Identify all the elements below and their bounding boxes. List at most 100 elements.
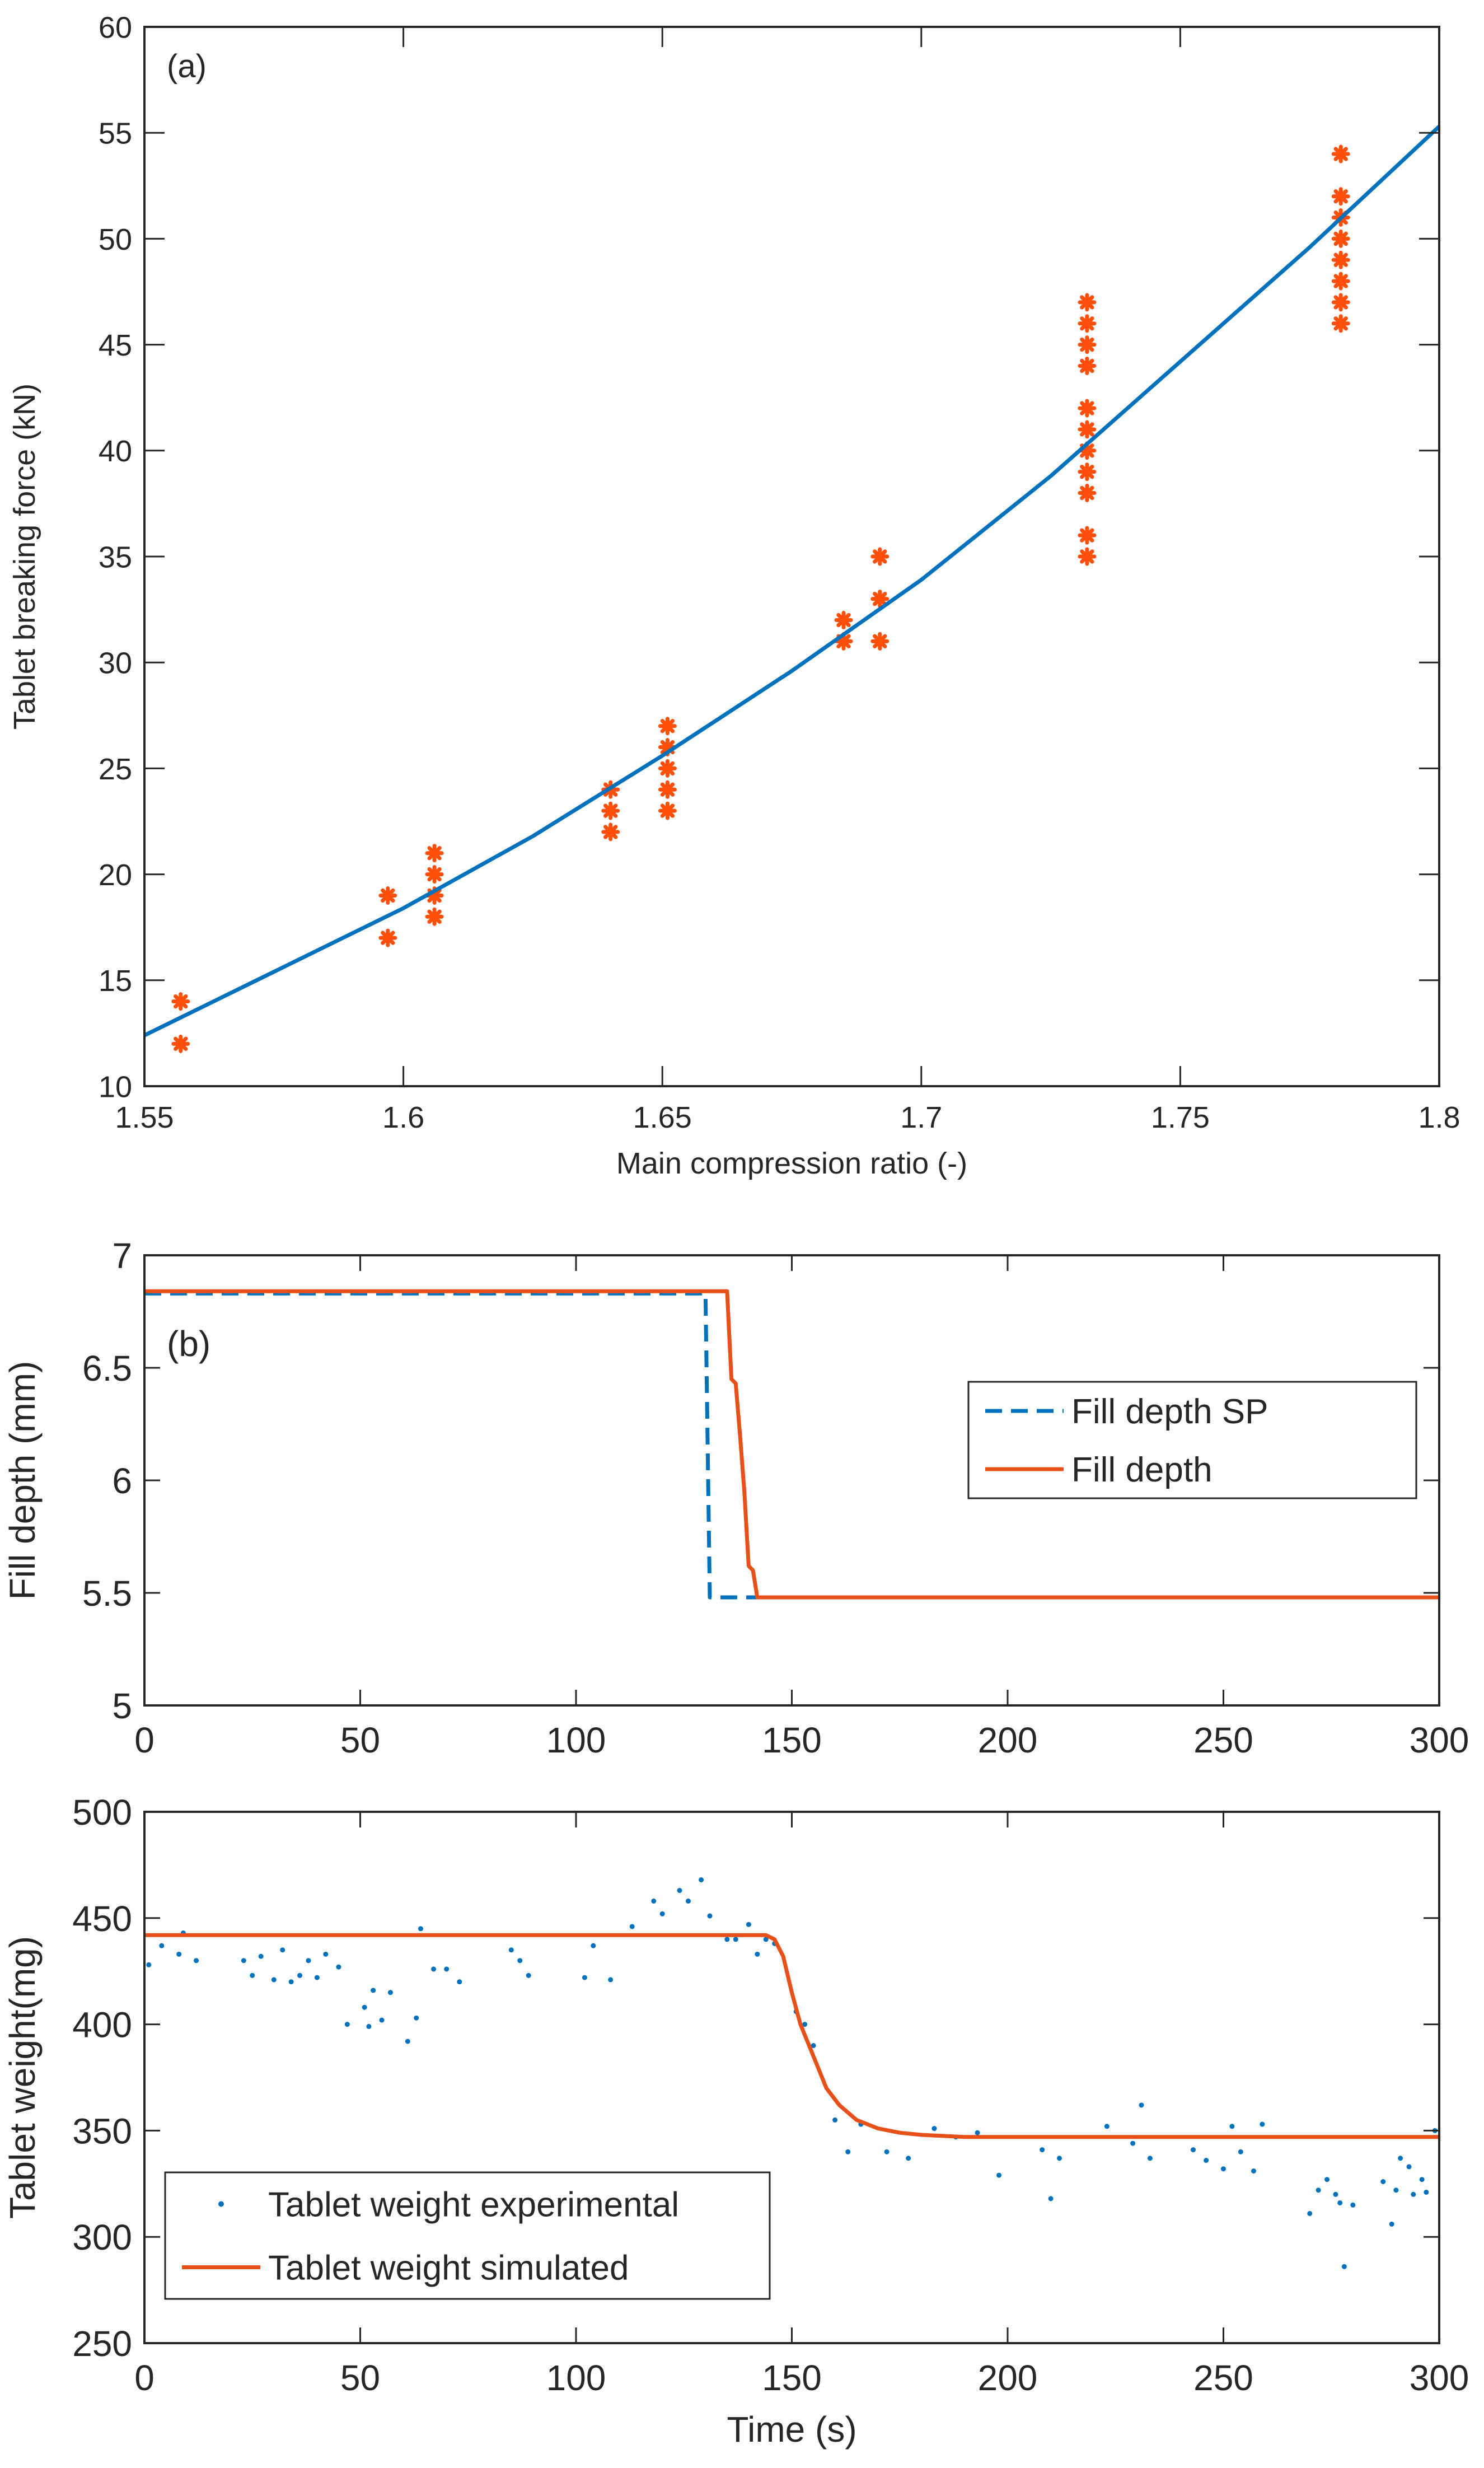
data-point xyxy=(241,1958,246,1964)
y-tick-label: 400 xyxy=(72,2005,132,2045)
data-point xyxy=(405,2039,410,2044)
data-point xyxy=(1398,2156,1403,2161)
x-tick-label: 200 xyxy=(978,2358,1038,2398)
x-tick-label: 1.8 xyxy=(1418,1101,1460,1134)
data-point xyxy=(659,1911,665,1917)
data-point xyxy=(1331,314,1350,333)
data-point xyxy=(1040,2147,1045,2153)
data-point xyxy=(763,1937,769,1942)
data-point xyxy=(601,801,620,820)
data-point xyxy=(418,1926,423,1932)
x-tick-label: 1.6 xyxy=(382,1101,424,1134)
data-point xyxy=(387,1990,393,1995)
data-point xyxy=(870,590,890,609)
data-point xyxy=(906,2156,911,2161)
data-point xyxy=(457,1979,462,1985)
x-tick-label: 250 xyxy=(1193,1720,1253,1760)
y-tick-label: 55 xyxy=(99,117,132,151)
data-layer xyxy=(144,1877,1439,2269)
data-point xyxy=(582,1975,587,1980)
data-point xyxy=(685,1898,691,1904)
data-point xyxy=(288,1979,294,1985)
data-point xyxy=(1316,2187,1321,2193)
plot-area xyxy=(144,27,1439,1086)
y-tick-label: 15 xyxy=(99,964,132,998)
x-tick-label: 50 xyxy=(340,2358,380,2398)
data-point xyxy=(1406,2164,1412,2170)
x-tick-label: 1.7 xyxy=(900,1101,942,1134)
data-point xyxy=(1057,2156,1062,2161)
data-point xyxy=(1104,2124,1110,2129)
data-point xyxy=(1331,144,1350,163)
legend-box xyxy=(164,2171,771,2300)
legend-label: Tablet weight experimental xyxy=(268,2186,679,2224)
y-tick-label: 7 xyxy=(112,1236,132,1276)
data-point xyxy=(884,2149,890,2154)
x-tick-label: 1.65 xyxy=(633,1101,692,1134)
data-point xyxy=(1078,314,1097,333)
data-point xyxy=(651,1898,657,1904)
data-point xyxy=(414,2015,419,2021)
data-point xyxy=(931,2126,937,2132)
data-point xyxy=(362,2004,367,2010)
data-point xyxy=(1389,2221,1394,2227)
legend: Tablet weight experimental Tablet weight … xyxy=(164,2171,771,2300)
data-point xyxy=(755,1951,760,1957)
y-tick-label: 250 xyxy=(72,2324,132,2364)
data-point xyxy=(1078,420,1097,439)
data-point xyxy=(1078,526,1097,545)
data-point xyxy=(1147,2156,1153,2161)
data-point xyxy=(975,2130,980,2135)
data-point xyxy=(1331,229,1350,248)
data-point xyxy=(1191,2147,1196,2153)
x-tick-label: 200 xyxy=(978,1720,1038,1760)
data-point xyxy=(1341,2264,1347,2269)
data-point xyxy=(250,1972,255,1978)
series-line-tablet-weight-simulated xyxy=(144,1933,1439,2139)
data-point xyxy=(1331,272,1350,291)
chart-a: 1.55 1.6 1.65 1.7 1.75 1.8 10 15 20 25 30 35 40 45 50 5… xyxy=(8,11,1460,1180)
data-point xyxy=(526,1972,531,1978)
data-point xyxy=(378,886,397,905)
y-tick-label: 25 xyxy=(99,752,132,786)
data-point xyxy=(1331,293,1350,312)
y-tick-label: 20 xyxy=(99,858,132,892)
data-point xyxy=(508,1947,514,1953)
data-point xyxy=(371,1988,376,1993)
data-point xyxy=(832,2117,838,2123)
data-point xyxy=(1078,462,1097,482)
data-point xyxy=(658,780,677,799)
data-point xyxy=(336,1964,341,1970)
x-tick-label: 1.75 xyxy=(1151,1101,1210,1134)
legend: Fill depth SP Fill depth xyxy=(967,1381,1417,1499)
data-point xyxy=(1048,2196,1054,2201)
data-point xyxy=(699,1877,704,1882)
data-point xyxy=(1078,399,1097,418)
data-layer xyxy=(144,1289,1439,1600)
data-point xyxy=(1130,2140,1136,2146)
y-tick-label: 50 xyxy=(99,223,132,256)
y-tick-label: 5.5 xyxy=(82,1573,132,1614)
y-tick-label: 35 xyxy=(99,540,132,574)
data-point xyxy=(425,907,444,926)
data-layer xyxy=(144,125,1439,1053)
data-point xyxy=(1251,2168,1256,2174)
data-point xyxy=(707,1913,713,1919)
data-point xyxy=(677,1887,682,1893)
x-tick-label: 0 xyxy=(134,1720,155,1760)
data-point xyxy=(1238,2149,1243,2154)
x-axis-label: Time (s) xyxy=(727,2409,856,2450)
data-point xyxy=(444,1966,450,1972)
x-tick-label: 50 xyxy=(340,1720,380,1760)
data-point xyxy=(306,1958,311,1964)
legend-swatch xyxy=(218,2201,224,2207)
legend-label: Tablet weight simulated xyxy=(268,2249,629,2288)
legend-label: Fill depth xyxy=(1071,1451,1213,1489)
y-tick-label: 45 xyxy=(99,329,132,362)
data-point xyxy=(1411,2191,1416,2197)
data-point xyxy=(425,865,444,884)
data-point xyxy=(1221,2166,1226,2172)
y-tick-label: 350 xyxy=(72,2111,132,2151)
x-tick-label: 0 xyxy=(134,2358,155,2398)
data-point xyxy=(1229,2124,1235,2129)
